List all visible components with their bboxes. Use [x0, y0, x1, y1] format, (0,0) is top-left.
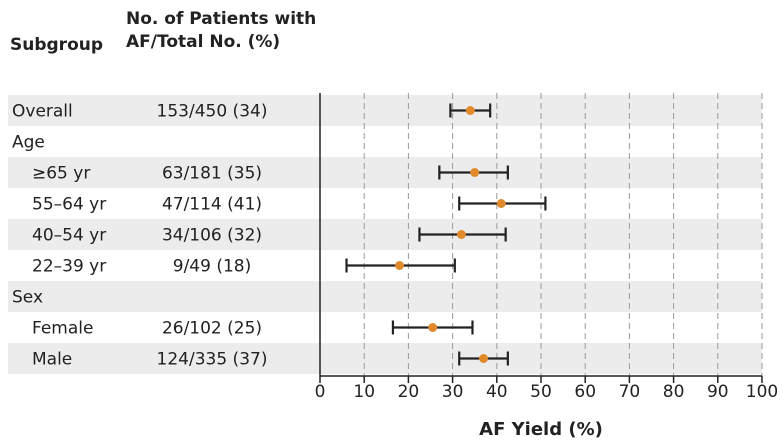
row-shade — [8, 281, 762, 312]
row-label: 55–64 yr — [32, 195, 106, 215]
row-labels: Overall Age ≥65 yr 55–64 yr 40–54 yr 22–39 yr… — [12, 102, 106, 370]
row-label: Male — [32, 350, 72, 370]
x-tick-label: 10 — [353, 382, 375, 402]
point-estimate — [465, 106, 475, 115]
row-count: 26/102 (25) — [162, 319, 262, 339]
row-shade — [8, 95, 762, 126]
x-tick-label: 20 — [398, 382, 420, 402]
row-count: 34/106 (32) — [162, 226, 262, 246]
row-count: 153/450 (34) — [157, 102, 268, 122]
row-label: 22–39 yr — [32, 257, 106, 277]
count-header: No. of Patients with AF/Total No. (%) — [126, 8, 316, 54]
row-shade — [8, 219, 762, 250]
row-count: 63/181 (35) — [162, 164, 262, 184]
x-tick-label: 60 — [574, 382, 596, 402]
point-estimate — [479, 354, 489, 363]
row-count: 47/114 (41) — [162, 195, 262, 215]
x-tick-label: 40 — [486, 382, 508, 402]
row-shade — [8, 343, 762, 374]
row-label: 40–54 yr — [32, 226, 106, 246]
x-tick-label: 80 — [663, 382, 685, 402]
row-counts: 153/450 (34) 63/181 (35) 47/114 (41) 34/106… — [157, 102, 268, 370]
subgroup-header: Subgroup — [10, 35, 104, 55]
row-label: Overall — [12, 102, 73, 122]
x-tick-label: 90 — [707, 382, 729, 402]
row-label: Sex — [12, 288, 43, 308]
row-count: 9/49 (18) — [173, 257, 251, 277]
point-estimate — [428, 323, 438, 332]
row-count: 124/335 (37) — [157, 350, 268, 370]
x-tick-label: 70 — [619, 382, 641, 402]
count-header-line2: AF/Total No. (%) — [126, 32, 281, 52]
row-shading — [8, 95, 762, 374]
axes: 0 10 20 30 40 50 60 70 80 90 100 — [315, 93, 778, 402]
point-estimate — [456, 230, 466, 239]
point-estimate — [395, 261, 405, 270]
x-tick-label: 0 — [315, 382, 326, 402]
plot-marks — [345, 103, 547, 366]
count-header-line1: No. of Patients with — [126, 9, 317, 29]
row-label: Female — [32, 319, 93, 339]
x-axis-label: AF Yield (%) — [479, 419, 603, 440]
point-estimate — [470, 168, 480, 177]
x-tick-label: 100 — [746, 382, 778, 402]
row-label: ≥65 yr — [32, 164, 90, 184]
x-tick-label: 30 — [442, 382, 464, 402]
point-estimate — [496, 199, 506, 208]
x-tick-label: 50 — [530, 382, 552, 402]
row-label: Age — [12, 133, 45, 153]
row-shade — [8, 157, 762, 188]
